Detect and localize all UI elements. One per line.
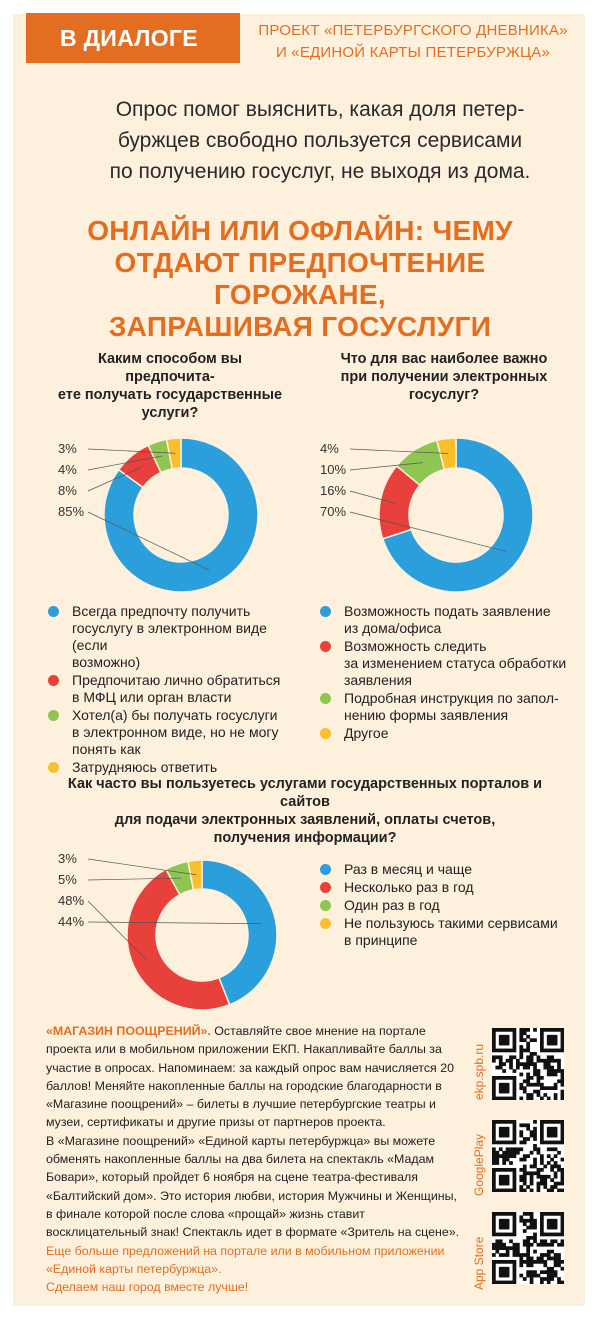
- rewards-slogan: Сделаем наш город вместе лучше!: [46, 1280, 249, 1295]
- legend-label: заявления: [344, 672, 412, 688]
- chart1-question: Каким способом вы предпочита- ете получа…: [52, 350, 288, 422]
- legend-label: Хотел(а) бы получать госуслуги: [72, 707, 278, 723]
- question-line: Что для вас наиболее важно: [340, 351, 548, 367]
- title-line: ОТДАЮТ ПРЕДПОЧТЕНИЕ ГОРОЖАНЕ,: [114, 247, 486, 310]
- legend-label: Один раз в год: [344, 897, 440, 913]
- legend-label: госуслугу в электронном виде (если: [72, 620, 267, 653]
- legend-label: Всегда предпочту получить: [72, 603, 251, 619]
- chart3-legend: Раз в месяц и чаще Несколько раз в год Оди…: [318, 861, 578, 950]
- rewards-cta: Еще больше предложений на портале или в …: [46, 1243, 445, 1276]
- legend-label: понять как: [72, 741, 141, 757]
- legend-item: Затрудняюсь ответить: [46, 759, 296, 776]
- legend-label: нению формы заявления: [344, 707, 509, 723]
- legend-item: Хотел(а) бы получать госуслуги в электрон…: [46, 707, 296, 758]
- rewards-paragraph: «МАГАЗИН ПООЩРЕНИЙ». Оставляйте свое мне…: [46, 1022, 464, 1132]
- qr-pattern: [492, 1212, 565, 1285]
- title-line: ОНЛАЙН ИЛИ ОФЛАЙН: ЧЕМУ: [87, 215, 513, 246]
- page-title: ОНЛАЙН ИЛИ ОФЛАЙН: ЧЕМУ ОТДАЮТ ПРЕДПОЧТЕ…: [30, 215, 570, 343]
- legend-label: Несколько раз в год: [344, 879, 474, 895]
- qr-code-icon[interactable]: [492, 1212, 565, 1285]
- chart1-legend: Всегда предпочту получить госуслугу в эле…: [46, 603, 296, 777]
- legend-swatch: [320, 641, 331, 652]
- question-line: Каким способом вы предпочита-: [97, 351, 243, 385]
- legend-label: из дома/офиса: [344, 620, 442, 636]
- legend-label: за изменением статуса обработки: [344, 655, 567, 671]
- legend-label: Подробная инструкция по запол-: [344, 690, 559, 706]
- legend-item: Раз в месяц и чаще: [318, 861, 578, 878]
- question-line: получения информации?: [213, 830, 397, 846]
- question-line: при получении электронных: [340, 369, 548, 385]
- legend-item: Другое: [318, 725, 578, 742]
- chart2-legend: Возможность подать заявление из дома/офис…: [318, 603, 578, 743]
- question-line: Как часто вы пользуетесь услугами госуда…: [67, 776, 543, 810]
- legend-swatch: [48, 710, 59, 721]
- legend-swatch: [320, 864, 331, 875]
- intro-text: Опрос помог выяснить, какая доля петер- …: [70, 94, 570, 187]
- legend-item: Несколько раз в год: [318, 879, 578, 896]
- qr-pattern: [492, 1028, 565, 1101]
- question-line: госуслуг?: [408, 387, 480, 403]
- question-line: для подачи электронных заявлений, оплаты…: [114, 812, 496, 828]
- legend-item: Всегда предпочту получить госуслугу в эле…: [46, 603, 296, 671]
- legend-swatch: [48, 762, 59, 773]
- question-line: ете получать государственные: [57, 387, 283, 403]
- qr-label: App Store: [472, 1236, 486, 1290]
- legend-label: Затрудняюсь ответить: [72, 759, 218, 775]
- legend-label: в принципе: [344, 932, 418, 948]
- legend-label: Возможность следить: [344, 638, 487, 654]
- legend-label: Возможность подать заявление: [344, 603, 551, 619]
- legend-item: Возможность следить за изменением статуса…: [318, 638, 578, 689]
- rewards-body: Оставляйте свое мнение на портале проект…: [46, 1024, 454, 1130]
- qr-code-icon[interactable]: [492, 1120, 565, 1193]
- section-tag: В ДИАЛОГЕ: [26, 13, 240, 63]
- legend-label: Не пользуюсь такими сервисами: [344, 915, 558, 931]
- legend-label: в МФЦ или орган власти: [72, 689, 232, 705]
- chart3-question: Как часто вы пользуетесь услугами госуда…: [50, 775, 560, 847]
- legend-label: в электронном виде, но не могу: [72, 724, 279, 740]
- legend-swatch: [320, 882, 331, 893]
- infographic-panel: [13, 14, 585, 1306]
- legend-item: Не пользуюсь такими сервисами в принципе: [318, 915, 578, 949]
- legend-item: Возможность подать заявление из дома/офис…: [318, 603, 578, 637]
- legend-item: Один раз в год: [318, 897, 578, 914]
- legend-swatch: [48, 675, 59, 686]
- intro-line: по получению госуслуг, не выходя из дома…: [109, 160, 531, 183]
- rewards-text: «МАГАЗИН ПООЩРЕНИЙ». Оставляйте свое мне…: [46, 1022, 464, 1296]
- rewards-title: «МАГАЗИН ПООЩРЕНИЙ».: [46, 1024, 211, 1038]
- project-caption-line: ПРОЕКТ «ПЕТЕРБУРГСКОГО ДНЕВНИКА»: [258, 22, 568, 39]
- project-caption: ПРОЕКТ «ПЕТЕРБУРГСКОГО ДНЕВНИКА» И «ЕДИН…: [248, 20, 578, 64]
- chart2-question: Что для вас наиболее важно при получении…: [326, 350, 562, 404]
- qr-code-icon[interactable]: [492, 1028, 565, 1101]
- intro-line: буржцев свободно пользуется сервисами: [117, 129, 523, 152]
- legend-item: Подробная инструкция по запол-нению форм…: [318, 690, 578, 724]
- project-caption-line: И «ЕДИНОЙ КАРТЫ ПЕТЕРБУРЖЦА»: [275, 44, 551, 61]
- legend-swatch: [48, 606, 59, 617]
- legend-label: Раз в месяц и чаще: [344, 861, 472, 877]
- legend-swatch: [320, 728, 331, 739]
- legend-label: Предпочитаю лично обратиться: [72, 672, 281, 688]
- legend-swatch: [320, 900, 331, 911]
- legend-label: возможно): [72, 654, 141, 670]
- intro-line: Опрос помог выяснить, какая доля петер-: [115, 98, 525, 121]
- qr-label: ekp.spb.ru: [472, 1043, 486, 1100]
- qr-pattern: [492, 1120, 565, 1193]
- title-line: ЗАПРАШИВАЯ ГОСУСЛУГИ: [108, 311, 492, 342]
- qr-label: GooglePlay: [472, 1133, 486, 1196]
- legend-swatch: [320, 918, 331, 929]
- legend-swatch: [320, 693, 331, 704]
- legend-label: Другое: [344, 725, 389, 741]
- legend-swatch: [320, 606, 331, 617]
- legend-item: Предпочитаю лично обратиться в МФЦ или ор…: [46, 672, 296, 706]
- rewards-paragraph: В «Магазине поощрений» «Единой карты пет…: [46, 1133, 460, 1240]
- question-line: услуги?: [141, 405, 199, 421]
